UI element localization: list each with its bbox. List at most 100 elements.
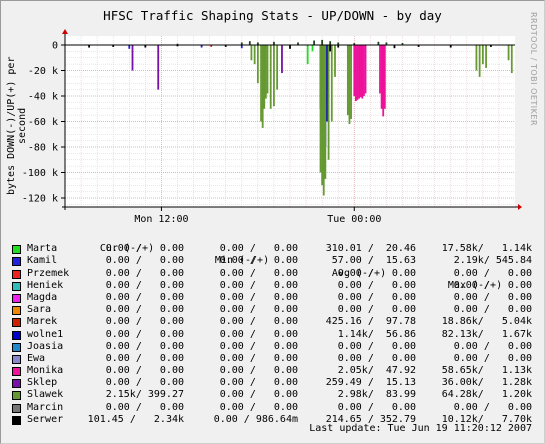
legend-min: 0.00 / 0.00 xyxy=(219,255,298,267)
bar-monika xyxy=(356,45,359,100)
bar-serwer xyxy=(289,45,291,49)
upload-mark xyxy=(176,43,179,45)
legend-cur: 0.00 / 0.00 xyxy=(105,328,184,340)
legend-max: 18.86k/ 5.04k xyxy=(441,316,532,328)
upload-mark xyxy=(337,42,340,45)
bar-slawek xyxy=(475,45,478,71)
legend-name: Heniek xyxy=(27,279,64,291)
legend-swatch xyxy=(12,354,21,364)
legend-name: Magda xyxy=(27,291,58,303)
bar-monika xyxy=(380,45,383,109)
legend-max: 17.58k/ 1.14k xyxy=(441,243,532,255)
legend-header-cur: Cur (-/+) xyxy=(99,243,155,255)
bar-slawek xyxy=(269,45,272,109)
legend-cur: 0.00 / 0.00 xyxy=(105,279,184,291)
upload-mark xyxy=(256,42,259,45)
y-tick-label: -40 k xyxy=(28,92,58,103)
legend-avg: 0.00 / 0.00 xyxy=(337,304,416,316)
legend-row-slawek: Slawek 2.15k/ 399.27 0.00 / 0.00 2.98k/ 83.… xyxy=(12,389,532,401)
legend-max: 82.13k/ 1.67k xyxy=(441,328,532,340)
data-marks xyxy=(65,39,515,196)
legend-max: 0.00 / 0.00 xyxy=(453,291,532,303)
x-axis-arrow xyxy=(518,204,522,210)
legend-swatch xyxy=(12,269,21,279)
legend-max: 0.00 / 0.00 xyxy=(453,401,532,413)
bar-serwer xyxy=(112,45,115,47)
upload-mark xyxy=(321,39,324,45)
legend-min: 0.00 / 0.00 xyxy=(219,328,298,340)
upload-mark xyxy=(248,41,251,45)
legend-row-kamil: Kamil 0.00 / 0.00 0.00 / 0.00 57.00 / 15.63… xyxy=(12,255,532,267)
legend-max: 2.19k/ 545.84 xyxy=(453,255,532,267)
bar-kamil xyxy=(128,45,131,49)
legend-row-joasia: Joasia 0.00 / 0.00 0.00 / 0.00 0.00 / 0.00 0… xyxy=(12,341,532,353)
legend-cur: 0.00 / 0.00 xyxy=(105,316,184,328)
legend-cur: 0.00 / 0.00 xyxy=(105,304,184,316)
bar-sklep xyxy=(157,45,160,90)
upload-mark xyxy=(377,41,380,45)
bar-slawek xyxy=(264,45,267,99)
legend-name: Sklep xyxy=(27,377,58,389)
legend-header-max: Max (-/+) xyxy=(447,279,503,291)
legend-avg: 2.98k/ 83.99 xyxy=(337,389,416,401)
y-tick-label: -60 k xyxy=(28,117,58,128)
legend-max: 0.00 / 0.00 xyxy=(453,340,532,352)
bar-monika xyxy=(361,45,364,99)
legend-name: Marta xyxy=(27,243,58,255)
legend-name: Monika xyxy=(27,365,64,377)
bar-sklep xyxy=(281,45,283,74)
bar-monika xyxy=(382,45,385,117)
bar-serwer xyxy=(449,45,452,48)
y-tick-label: -120 k xyxy=(22,194,58,205)
bar-monika xyxy=(354,45,357,102)
bar-slawek xyxy=(324,45,327,179)
legend-name: Slawek xyxy=(27,389,64,401)
bar-slawek xyxy=(276,45,279,90)
legend-min: 0.00 / 0.00 xyxy=(219,389,298,401)
bar-slawek xyxy=(330,45,333,122)
legend-name: Marek xyxy=(27,316,58,328)
bar-slawek xyxy=(348,45,351,125)
legend-swatch xyxy=(12,403,21,413)
bar-slawek xyxy=(478,45,481,77)
legend-swatch xyxy=(12,318,21,328)
upload-mark xyxy=(385,42,388,45)
legend-avg: 0.00 / 0.00 xyxy=(337,401,416,413)
bar-slawek xyxy=(321,45,324,186)
legend-cur: 0.00 / 0.00 xyxy=(105,352,184,364)
bar-slawek xyxy=(350,45,352,119)
bar-kamil xyxy=(200,45,203,48)
bar-serwer xyxy=(88,45,91,48)
bar-slawek xyxy=(510,45,513,74)
legend-avg: 214.65 / 352.79 xyxy=(325,413,416,425)
legend-max: 10.12k/ 7.70k xyxy=(441,413,532,425)
bar-slawek xyxy=(266,45,269,94)
legend-avg: 0.00 / 0.00 xyxy=(337,340,416,352)
legend-swatch xyxy=(12,391,21,401)
bar-serwer xyxy=(393,45,396,49)
bar-serwer xyxy=(224,45,227,47)
legend-max: 0.00 / 0.00 xyxy=(453,304,532,316)
bar-slawek xyxy=(322,45,325,196)
bar-monika xyxy=(363,45,365,96)
legend-name: Kamil xyxy=(27,255,58,267)
legend-row-marcin: Marcin 0.00 / 0.00 0.00 / 0.00 0.00 / 0.00 0… xyxy=(12,402,532,414)
bar-sklep xyxy=(131,45,134,71)
legend-avg: 0.00 / 0.00 xyxy=(337,291,416,303)
legend-name: Przemek xyxy=(27,267,70,279)
legend-avg: 0.00 / 0.00 xyxy=(337,279,416,291)
legend-name: Marcin xyxy=(27,401,64,413)
legend-table: Cur (-/+) Min (-/+) Avg (-/+) Max (-/+) … xyxy=(12,231,532,426)
bar-slawek xyxy=(327,45,330,160)
legend-name: Serwer xyxy=(27,413,64,425)
bar-slawek xyxy=(485,45,487,68)
bar-slawek xyxy=(261,45,264,128)
legend-swatch xyxy=(12,367,21,377)
x-tick-label: Mon 12:00 xyxy=(134,214,188,225)
y-tick-label: 0 xyxy=(52,41,58,52)
bar-monika xyxy=(364,45,367,94)
legend-row-ewa: Ewa 0.00 / 0.00 0.00 / 0.00 0.00 / 0.00 0.00… xyxy=(12,353,532,365)
legend-max: 0.00 / 0.00 xyxy=(453,279,532,291)
legend-row-magda: Magda 0.00 / 0.00 0.00 / 0.00 0.00 / 0.00 0.… xyxy=(12,292,532,304)
bar-slawek xyxy=(346,45,349,116)
